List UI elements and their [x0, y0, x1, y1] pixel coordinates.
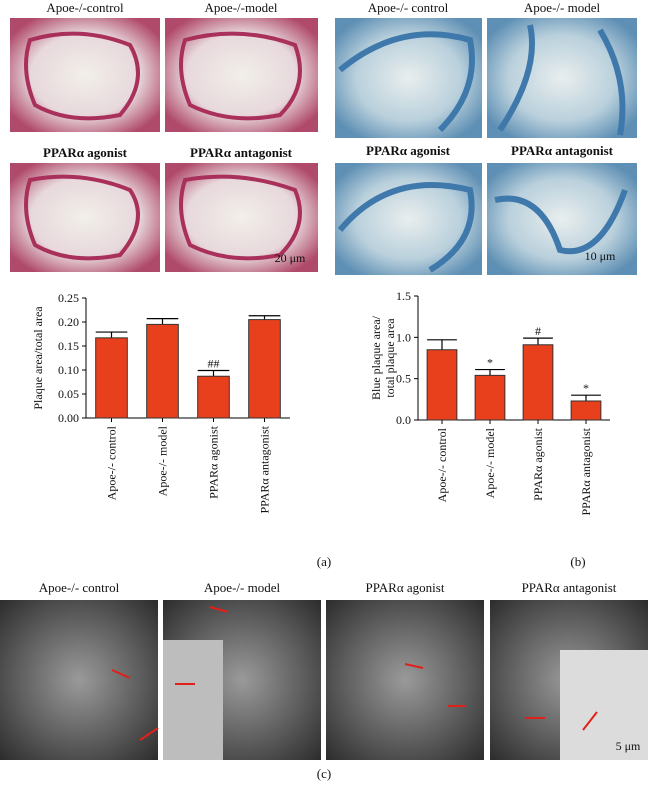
significance-mark: ## [208, 356, 220, 370]
micrograph [0, 600, 158, 760]
micrograph [487, 18, 637, 138]
significance-mark: * [583, 381, 589, 395]
micrograph [326, 600, 484, 760]
panel-label: (a) [317, 554, 331, 569]
y-axis-label: Blue plaque area/ [369, 315, 383, 400]
panel-label: (c) [317, 766, 331, 781]
image-label: Apoe-/-control [46, 0, 124, 15]
image-label: Apoe-/- model [524, 0, 601, 15]
image-label: Apoe-/- control [39, 580, 120, 595]
significance-mark: # [535, 324, 541, 338]
panel-c-images: Apoe-/- control Apoe-/- model PPARα agon… [0, 580, 648, 760]
image-label: Apoe-/- model [204, 580, 281, 595]
y-tick-label: 0.20 [58, 315, 79, 329]
lumen [163, 640, 223, 760]
bar [570, 400, 602, 421]
scale-bar: 20 μm [275, 251, 306, 265]
y-tick-label: 0.15 [58, 339, 79, 353]
panel-b-images: Apoe-/- control Apoe-/- model PPARα agon… [335, 0, 637, 275]
y-tick-label: 1.0 [396, 330, 411, 344]
lumen [560, 650, 648, 760]
significance-mark: * [487, 356, 493, 370]
tissue [337, 24, 628, 273]
x-tick-label: PPARα agonist [207, 425, 221, 499]
bar [474, 374, 506, 421]
image-label: Apoe-/-model [205, 0, 278, 15]
y-tick-label: 1.5 [396, 289, 411, 303]
x-tick-label: PPARα agonist [531, 427, 545, 501]
tissue [24, 31, 302, 261]
bar [426, 349, 458, 421]
y-axis-label: total plaque area [383, 318, 397, 398]
y-tick-label: 0.0 [396, 413, 411, 427]
image-label: PPARα antagonist [522, 580, 617, 595]
bar [95, 337, 128, 419]
panel-a-images: Apoe-/-control Apoe-/-model PPARα agonis… [10, 0, 318, 272]
y-tick-label: 0.05 [58, 387, 79, 401]
x-tick-label: Apoe-/- model [483, 427, 497, 498]
bar [248, 319, 281, 419]
y-axis-label: Plaque area/total area [31, 306, 45, 410]
scale-bar: 5 μm [616, 739, 641, 753]
micrograph [165, 163, 318, 272]
micrograph [335, 163, 482, 275]
y-tick-label: 0.00 [58, 411, 79, 425]
y-tick-label: 0.25 [58, 291, 79, 305]
scale-bar: 10 μm [585, 249, 616, 263]
micrograph [10, 163, 160, 272]
panel-label: (b) [570, 554, 585, 569]
x-tick-label: Apoe-/- control [105, 425, 119, 500]
y-tick-label: 0.10 [58, 363, 79, 377]
image-label: PPARα antagonist [190, 145, 293, 160]
x-tick-label: Apoe-/- control [435, 427, 449, 502]
bar [522, 344, 554, 421]
bar [197, 375, 230, 419]
image-label: PPARα agonist [366, 143, 451, 158]
bar [146, 323, 179, 419]
arrows [111, 606, 598, 741]
image-label: PPARα agonist [366, 580, 445, 595]
image-label: PPARα antagonist [511, 143, 614, 158]
image-label: PPARα agonist [43, 145, 128, 160]
x-tick-label: PPARα antagonist [579, 427, 593, 515]
image-label: Apoe-/- control [368, 0, 449, 15]
y-tick-label: 0.5 [396, 372, 411, 386]
x-tick-label: PPARα antagonist [258, 425, 272, 513]
x-tick-label: Apoe-/- model [156, 425, 170, 496]
